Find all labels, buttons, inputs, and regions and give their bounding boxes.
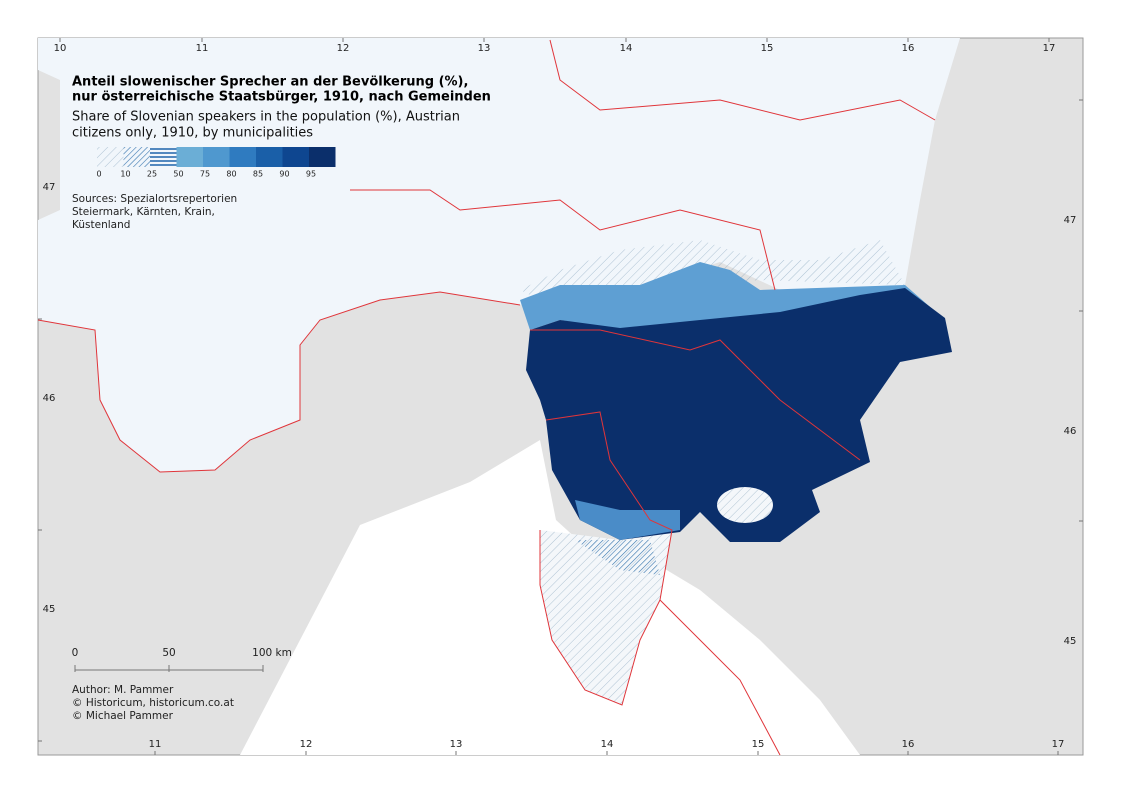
legend-swatch <box>309 147 336 167</box>
latitude-label: 45 <box>43 604 56 615</box>
longitude-label: 11 <box>196 43 209 54</box>
province-border <box>539 411 673 706</box>
subtitle: citizens only, 1910, by municipalities <box>72 126 313 141</box>
legend-swatch <box>229 147 256 167</box>
longitude-label: 13 <box>478 43 491 54</box>
scale-label: 0 <box>72 647 79 659</box>
longitude-label: 13 <box>450 739 463 750</box>
longitude-label: 10 <box>54 43 67 54</box>
longitude-label: 11 <box>149 739 162 750</box>
sources: Steiermark, Kärnten, Krain, <box>72 206 215 218</box>
longitude-label: 14 <box>620 43 633 54</box>
legend-label: 50 <box>173 170 183 179</box>
longitude-label: 12 <box>300 739 313 750</box>
legend-label: 85 <box>253 170 263 179</box>
subtitle: Share of Slovenian speakers in the popul… <box>72 110 460 125</box>
legend-label: 10 <box>120 170 130 179</box>
legend-label: 95 <box>306 170 316 179</box>
legend-swatch <box>97 147 124 167</box>
legend-swatch <box>150 147 177 167</box>
province-border <box>37 291 521 473</box>
scale-label: 100 km <box>252 647 292 659</box>
credits: © Michael Pammer <box>72 710 174 722</box>
istria-stripes <box>575 540 660 575</box>
scale-label: 50 <box>162 647 175 659</box>
austria-region <box>38 38 960 472</box>
legend-label: 25 <box>147 170 157 179</box>
title: nur österreichische Staatsbürger, 1910, … <box>72 90 491 105</box>
slovene-majority <box>526 288 952 542</box>
longitude-label: 17 <box>1043 43 1056 54</box>
legend-swatch <box>256 147 283 167</box>
legend-label: 90 <box>279 170 289 179</box>
legend-swatch <box>203 147 230 167</box>
sources: Sources: Spezialortsrepertorien <box>72 193 237 205</box>
credits: Author: M. Pammer <box>72 684 174 696</box>
legend-swatch <box>123 147 150 167</box>
latitude-label: 47 <box>1064 215 1077 226</box>
legend-label: 0 <box>96 170 101 179</box>
longitude-label: 14 <box>601 739 614 750</box>
longitude-label: 12 <box>337 43 350 54</box>
longitude-label: 15 <box>752 739 765 750</box>
latitude-label: 46 <box>43 393 56 404</box>
latitude-label: 47 <box>43 182 56 193</box>
legend-label: 75 <box>200 170 210 179</box>
longitude-label: 17 <box>1052 739 1065 750</box>
legend-label: 80 <box>226 170 236 179</box>
legend-swatch <box>282 147 309 167</box>
province-border <box>530 329 861 461</box>
longitude-label: 16 <box>902 43 915 54</box>
legend-swatch <box>176 147 203 167</box>
gottschee-hatch <box>717 487 773 523</box>
longitude-label: 16 <box>902 739 915 750</box>
title: Anteil slowenischer Sprecher an der Bevö… <box>72 75 468 90</box>
longitude-label: 15 <box>761 43 774 54</box>
province-border <box>350 189 776 291</box>
latitude-label: 46 <box>1064 426 1077 437</box>
credits: © Historicum, historicum.co.at <box>72 697 234 709</box>
latitude-label: 45 <box>1064 636 1077 647</box>
coast-border <box>659 599 781 756</box>
istria-hatch <box>540 530 672 705</box>
coastal-mixed <box>575 500 680 540</box>
province-border <box>549 39 936 121</box>
sources: Küstenland <box>72 219 130 231</box>
